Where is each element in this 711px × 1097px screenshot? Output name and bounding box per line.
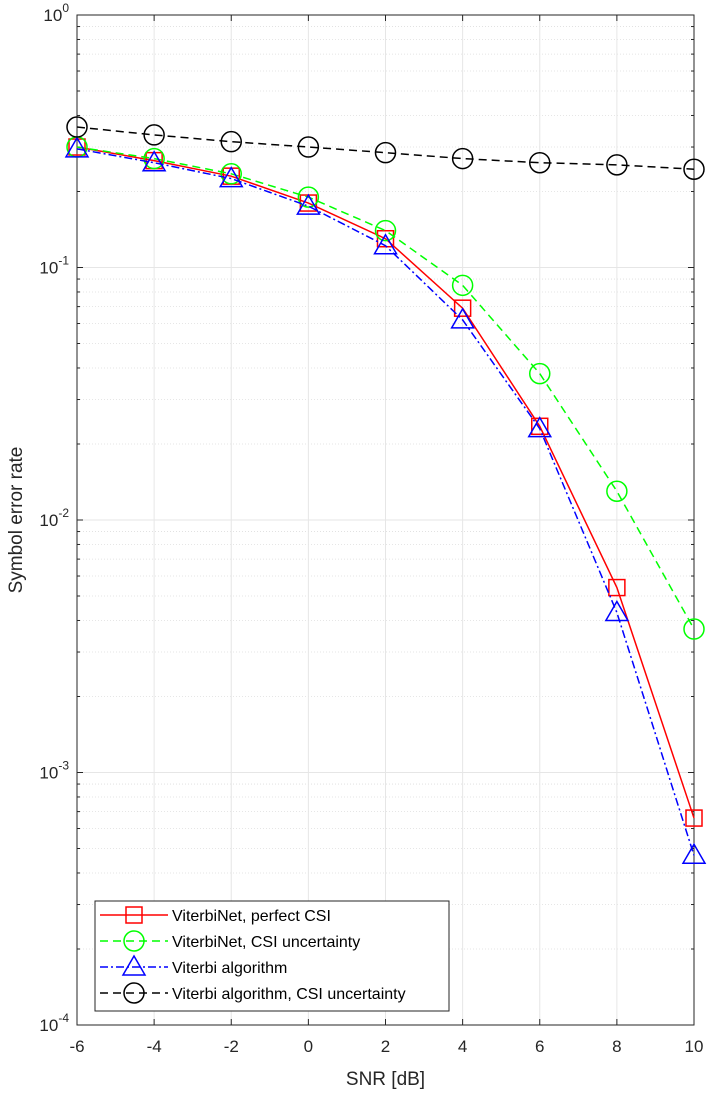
series-line: [76, 146, 695, 819]
data-point: [683, 158, 705, 180]
data-point: [66, 116, 88, 138]
data-point: [529, 151, 551, 174]
data-point: [685, 809, 703, 827]
legend-label: Viterbi algorithm, CSI uncertainty: [172, 986, 406, 1003]
legend-marker: [121, 954, 147, 976]
data-point: [608, 578, 626, 597]
x-tick-label: 2: [381, 1037, 390, 1056]
x-tick-label: -4: [147, 1037, 162, 1056]
data-point: [529, 362, 551, 385]
data-point: [683, 618, 705, 640]
series-3: [64, 136, 707, 865]
data-point: [604, 600, 630, 622]
x-tick-label: 10: [685, 1037, 704, 1056]
y-tick-label: 10-4: [39, 1011, 69, 1035]
legend-item: ViterbiNet, perfect CSI: [100, 906, 331, 925]
legend-marker: [123, 930, 145, 952]
legend-item: ViterbiNet, CSI uncertainty: [100, 930, 360, 952]
data-point: [453, 299, 472, 317]
data-point: [374, 141, 397, 164]
legend-label: ViterbiNet, CSI uncertainty: [172, 934, 360, 951]
data-point: [297, 136, 320, 158]
legend-label: ViterbiNet, perfect CSI: [172, 908, 331, 925]
legend-marker: [125, 906, 143, 924]
data-point: [606, 480, 628, 502]
y-axis-label: Symbol error rate: [6, 447, 27, 594]
data-point: [64, 136, 90, 158]
series-line: [76, 146, 695, 630]
data-point: [220, 163, 242, 185]
x-tick-label: 4: [458, 1037, 467, 1056]
x-tick-label: 0: [304, 1037, 313, 1056]
minor-grid: [77, 26, 694, 950]
data-point: [218, 166, 244, 188]
series-2: [66, 136, 705, 640]
tick-marks: [76, 14, 695, 1026]
data-point: [220, 130, 242, 153]
data-point: [143, 124, 165, 146]
series-line: [76, 148, 695, 856]
y-tick-label: 100: [43, 1, 69, 25]
data-point: [373, 233, 398, 255]
legend-label: Viterbi algorithm: [172, 960, 287, 977]
x-tick-label: 6: [535, 1037, 544, 1056]
x-tick-label: 8: [612, 1037, 621, 1056]
data-point: [297, 186, 320, 208]
legend-item: Viterbi algorithm: [100, 954, 287, 977]
y-tick-label: 10-2: [39, 506, 69, 530]
legend-marker: [123, 982, 145, 1004]
data-point: [141, 150, 167, 172]
data-point: [527, 416, 553, 438]
data-point: [450, 307, 475, 329]
data-point: [451, 147, 474, 170]
x-tick-label: -6: [69, 1037, 84, 1056]
data-point: [606, 154, 628, 176]
data-point: [143, 147, 165, 170]
legend: ViterbiNet, perfect CSI ViterbiNet, CSI u…: [94, 900, 450, 1012]
y-tick-label: 10-1: [39, 254, 69, 278]
x-tick-label: -2: [224, 1037, 239, 1056]
series-4: [66, 116, 705, 180]
data-point: [374, 219, 397, 242]
legend-item: Viterbi algorithm, CSI uncertainty: [100, 982, 406, 1004]
data-point: [681, 842, 707, 865]
data-point: [451, 274, 474, 297]
x-axis-label: SNR [dB]: [346, 1069, 425, 1090]
y-tick-label: 10-3: [39, 759, 69, 783]
data-point: [296, 193, 321, 215]
